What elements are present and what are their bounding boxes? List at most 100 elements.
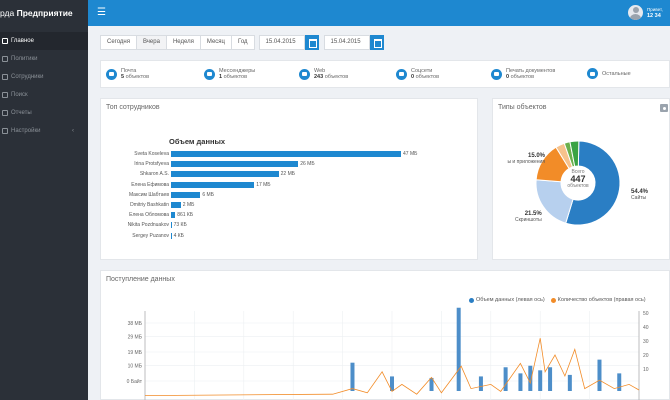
- calendar-icon[interactable]: [369, 35, 384, 50]
- pie-label-screenshots-pct: 21.5%: [524, 211, 542, 217]
- bar-row: Dmitriy Bashkatin: [101, 201, 169, 209]
- bar-value-label: 6 МБ: [202, 191, 214, 198]
- date-to-input[interactable]: 15.04.2015: [323, 35, 370, 50]
- gear-icon[interactable]: [660, 104, 668, 112]
- bar-category-label: Shkaron A.S.: [139, 171, 169, 178]
- pie-total: Всего 447 объектов: [563, 169, 593, 190]
- bar[interactable]: [171, 161, 299, 168]
- period-button-0[interactable]: Сегодня: [100, 35, 137, 50]
- flow-bar[interactable]: [617, 373, 622, 391]
- bar-category-label: Елена Ефимова: [131, 181, 169, 188]
- flow-bar[interactable]: [538, 370, 543, 391]
- bar-row: Елена Ефимова: [101, 181, 169, 189]
- stat-item-3[interactable]: Соцсети 0 объектов: [396, 68, 439, 80]
- bar[interactable]: [171, 171, 279, 178]
- bar-category-label: Sveta Koseleva: [134, 151, 169, 157]
- legend-right-dot: [550, 297, 556, 303]
- bar[interactable]: [171, 232, 172, 239]
- bar[interactable]: [171, 222, 172, 229]
- stat-text: Остальные: [602, 71, 631, 77]
- gear-icon: [2, 128, 8, 134]
- more-icon: [587, 68, 598, 79]
- right-tick-label: 50: [643, 311, 649, 317]
- chart-icon: [2, 110, 8, 116]
- flow-bar[interactable]: [350, 362, 355, 391]
- sidebar-item-4[interactable]: Отчеты: [0, 104, 88, 122]
- stat-suffix: объектов: [222, 74, 248, 80]
- stat-item-2[interactable]: Web 243 объектов: [299, 68, 348, 80]
- users-icon: [2, 74, 8, 80]
- menu-toggle-icon[interactable]: ☰: [97, 7, 106, 18]
- bar-row: Sveta Koseleva: [101, 150, 169, 158]
- stats-panel: Почта 5 объектов Мессенджеры 1 объектов Web 2…: [100, 60, 670, 88]
- stat-item-0[interactable]: Почта 5 объектов: [106, 68, 149, 80]
- stat-item-1[interactable]: Мессенджеры 1 объектов: [204, 68, 255, 80]
- date-from-input[interactable]: 15.04.2015: [258, 35, 305, 50]
- search-icon: [2, 92, 8, 98]
- sidebar-item-5[interactable]: Настройки ‹: [0, 122, 88, 140]
- flow-bar[interactable]: [478, 376, 483, 391]
- stat-label: Остальные: [602, 70, 631, 77]
- bar-value-label: 4 КБ: [173, 232, 184, 239]
- left-tick-label: 29 МБ: [128, 335, 143, 341]
- pie-label-apps-pct: 15.0%: [527, 153, 545, 159]
- flow-bar[interactable]: [548, 367, 553, 391]
- data-flow-card: Поступление данных Объем данных (левая о…: [100, 270, 670, 400]
- bar-row: Елена Обломова: [101, 211, 169, 219]
- period-button-3[interactable]: Месяц: [199, 35, 232, 50]
- flow-bar[interactable]: [390, 376, 394, 391]
- stat-value: 0: [506, 74, 510, 80]
- bar-value-label: 17 МБ: [256, 181, 271, 188]
- period-button-4[interactable]: Год: [230, 35, 255, 50]
- bar-value-label: 73 КБ: [173, 222, 187, 229]
- bar-category-label: Sergey Puzanov: [132, 232, 169, 239]
- period-button-1[interactable]: Вчера: [136, 35, 167, 50]
- flow-bar[interactable]: [518, 373, 523, 391]
- bar[interactable]: [171, 212, 176, 219]
- bar-row: Максим Шабтаев: [101, 191, 169, 199]
- sidebar-item-2[interactable]: Сотрудники: [0, 68, 88, 86]
- flow-line[interactable]: [144, 338, 640, 396]
- stat-item-4[interactable]: Печать документов 0 объектов: [491, 68, 555, 80]
- calendar-icon[interactable]: [304, 35, 319, 50]
- bar[interactable]: [171, 181, 255, 188]
- bar[interactable]: [171, 151, 401, 157]
- sidebar-item-0[interactable]: Главное: [0, 32, 88, 50]
- bar[interactable]: [171, 202, 181, 208]
- bar-row: Sergey Puzanov: [101, 232, 169, 240]
- stat-label: Печать документов: [506, 68, 556, 74]
- bar-value-label: 22 МБ: [280, 171, 296, 178]
- period-button-2[interactable]: Неделя: [165, 35, 201, 50]
- bar-category-label: Irina Protsfyeva: [134, 161, 169, 168]
- pie-label-screenshots: 21.5% Скриншоты: [515, 211, 542, 223]
- legend-left-label[interactable]: Объем данных (левая ось): [476, 297, 545, 303]
- pie-label-screenshots-name: Скриншоты: [515, 217, 542, 223]
- flow-bar[interactable]: [597, 359, 602, 391]
- flow-bar[interactable]: [503, 367, 508, 391]
- stat-text: Соцсети 0 объектов: [411, 68, 439, 80]
- flow-bar[interactable]: [567, 374, 572, 391]
- card-title: Типы объектов: [498, 104, 547, 111]
- stat-suffix: объектов: [323, 74, 349, 80]
- brand-logo[interactable]: рда Предприятие: [0, 0, 88, 26]
- stat-text: Мессенджеры 1 объектов: [219, 68, 255, 80]
- print-icon: [491, 68, 502, 80]
- sidebar-item-1[interactable]: Политики: [0, 50, 88, 68]
- user-greeting: Привет,: [647, 7, 663, 12]
- mail-icon: [106, 68, 117, 80]
- flow-bar[interactable]: [528, 365, 533, 391]
- pie-hole: [561, 166, 595, 200]
- card-title: Поступление данных: [106, 276, 175, 283]
- right-tick-label: 20: [643, 353, 649, 359]
- chart-title: Объем данных: [169, 137, 226, 146]
- bar[interactable]: [171, 191, 201, 198]
- flow-bar[interactable]: [456, 307, 461, 391]
- top-staff-card: Топ сотрудников Объем данных Sveta Kosel…: [100, 98, 478, 260]
- stat-item-5[interactable]: Остальные: [587, 68, 631, 79]
- legend-right-label[interactable]: Количество объектов (правая ось): [557, 297, 646, 303]
- stat-label: Web: [314, 68, 326, 74]
- user-info[interactable]: Привет, 12 34: [647, 6, 663, 20]
- flow-bar[interactable]: [429, 377, 434, 391]
- sidebar-item-3[interactable]: Поиск: [0, 86, 88, 104]
- avatar[interactable]: [628, 5, 643, 20]
